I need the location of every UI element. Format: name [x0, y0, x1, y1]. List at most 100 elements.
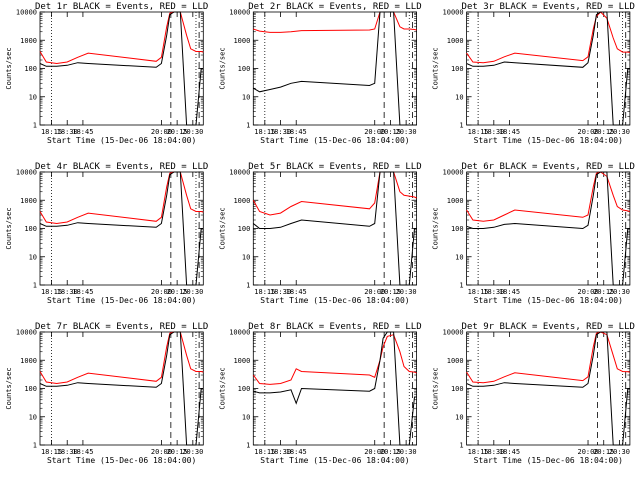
x-tick-label: 20:30 — [609, 128, 630, 136]
x-tick-label: 20:15 — [167, 288, 188, 296]
y-tick-label: 10 — [29, 413, 37, 421]
series-line-lld — [466, 171, 631, 222]
series-line-lld — [39, 331, 204, 385]
series-line-lld — [252, 171, 417, 216]
x-tick-label: 18:15 — [254, 128, 275, 136]
plot-frame — [466, 331, 631, 446]
y-tick-label: 1 — [459, 122, 463, 130]
x-tick-label: 20:15 — [593, 288, 614, 296]
y-tick-label: 10000 — [443, 9, 464, 17]
plot-frame — [39, 11, 204, 126]
series-line-events — [466, 171, 630, 286]
series-line-lld — [252, 334, 417, 385]
series-line-events — [39, 331, 204, 446]
y-tick-label: 10000 — [16, 169, 37, 177]
y-tick-label: 10 — [242, 413, 250, 421]
y-tick-label: 100 — [238, 65, 251, 73]
y-axis-label: Counts/sec — [218, 367, 226, 409]
x-tick-label: 18:45 — [72, 288, 93, 296]
panel-4: Det 4r BLACK = Events, RED = LLD 1 10 100 10… — [5, 162, 208, 305]
x-tick-label: 20:15 — [380, 448, 401, 456]
x-tick-label: 20:00 — [151, 128, 172, 136]
y-axis-label: Counts/sec — [5, 367, 13, 409]
x-tick-label: 20:15 — [593, 448, 614, 456]
x-tick-label: 18:15 — [41, 448, 62, 456]
plot-frame — [252, 331, 418, 446]
x-tick-label: 18:30 — [483, 288, 504, 296]
x-tick-label: 20:15 — [593, 128, 614, 136]
y-tick-label: 10 — [242, 93, 250, 101]
x-tick-label: 18:30 — [57, 448, 78, 456]
x-axis-label: Start Time (15-Dec-06 18:04:00) — [474, 456, 623, 465]
panel-7: Det 7r BLACK = Events, RED = LLD 1 10 100 10… — [5, 322, 208, 465]
y-tick-label: 1 — [246, 442, 250, 450]
plot-frame — [466, 11, 631, 126]
y-tick-label: 1000 — [447, 197, 464, 205]
x-tick-label: 18:45 — [286, 128, 307, 136]
panel-title: Det 6r BLACK = Events, RED = LLD — [462, 162, 635, 172]
panel-3: Det 3r BLACK = Events, RED = LLD 1 10 100 10… — [432, 2, 635, 145]
x-tick-label: 18:30 — [483, 448, 504, 456]
x-tick-label: 20:00 — [577, 128, 598, 136]
x-tick-label: 20:30 — [396, 448, 417, 456]
panel-8: Det 8r BLACK = Events, RED = LLD 1 10 100 10… — [218, 322, 421, 465]
panel-title: Det 9r BLACK = Events, RED = LLD — [462, 322, 635, 332]
x-tick-label: 18:45 — [72, 128, 93, 136]
x-axis-label: Start Time (15-Dec-06 18:04:00) — [260, 296, 409, 305]
y-tick-label: 1 — [246, 122, 250, 130]
x-tick-label: 18:30 — [57, 128, 78, 136]
y-tick-label: 100 — [451, 225, 464, 233]
y-axis-label: Counts/sec — [5, 47, 13, 89]
y-tick-label: 10000 — [16, 329, 37, 337]
y-tick-label: 10000 — [443, 169, 464, 177]
x-tick-label: 20:00 — [151, 448, 172, 456]
y-tick-label: 10000 — [229, 329, 250, 337]
panel-title: Det 7r BLACK = Events, RED = LLD — [35, 322, 208, 332]
series-line-events — [39, 11, 204, 126]
x-tick-label: 18:45 — [499, 288, 520, 296]
y-tick-label: 100 — [24, 65, 37, 73]
x-tick-label: 20:30 — [396, 288, 417, 296]
x-tick-label: 18:15 — [468, 288, 489, 296]
y-tick-label: 1 — [459, 442, 463, 450]
x-tick-label: 20:15 — [380, 288, 401, 296]
y-tick-label: 1 — [33, 122, 37, 130]
series-line-events — [39, 171, 204, 286]
y-tick-label: 10000 — [443, 329, 464, 337]
x-tick-label: 20:00 — [151, 288, 172, 296]
x-tick-label: 20:00 — [364, 448, 385, 456]
y-tick-label: 100 — [24, 385, 37, 393]
series-line-lld — [39, 11, 204, 65]
y-tick-label: 1000 — [20, 37, 37, 45]
plot-frame — [39, 331, 204, 446]
series-line-lld — [466, 11, 630, 64]
panel-6: Det 6r BLACK = Events, RED = LLD 1 10 100 10… — [432, 162, 635, 305]
series-line-events — [253, 331, 417, 446]
y-tick-label: 1000 — [447, 37, 464, 45]
series-line-lld — [253, 11, 417, 33]
y-tick-label: 1 — [459, 282, 463, 290]
x-axis-label: Start Time (15-Dec-06 18:04:00) — [260, 136, 409, 145]
y-tick-label: 10 — [455, 253, 463, 261]
y-tick-label: 10 — [242, 253, 250, 261]
x-axis-label: Start Time (15-Dec-06 18:04:00) — [47, 136, 196, 145]
series-line-lld — [39, 171, 204, 225]
panel-title: Det 3r BLACK = Events, RED = LLD — [462, 2, 635, 12]
x-tick-label: 18:30 — [270, 448, 291, 456]
series-line-events — [253, 11, 417, 126]
x-tick-label: 18:45 — [499, 448, 520, 456]
x-tick-label: 20:30 — [182, 128, 203, 136]
x-tick-label: 20:15 — [380, 128, 401, 136]
plot-frame — [466, 171, 631, 286]
x-tick-label: 18:45 — [72, 448, 93, 456]
y-axis-label: Counts/sec — [218, 207, 226, 249]
y-tick-label: 1000 — [233, 37, 250, 45]
panel-1: Det 1r BLACK = Events, RED = LLD 1 10 100 10… — [5, 2, 208, 145]
y-tick-label: 10 — [455, 93, 463, 101]
x-tick-label: 18:15 — [468, 128, 489, 136]
plot-frame — [252, 11, 418, 126]
x-axis-label: Start Time (15-Dec-06 18:04:00) — [47, 456, 196, 465]
x-tick-label: 18:30 — [270, 128, 291, 136]
panel-5: Det 5r BLACK = Events, RED = LLD 1 10 100 10… — [218, 162, 421, 305]
